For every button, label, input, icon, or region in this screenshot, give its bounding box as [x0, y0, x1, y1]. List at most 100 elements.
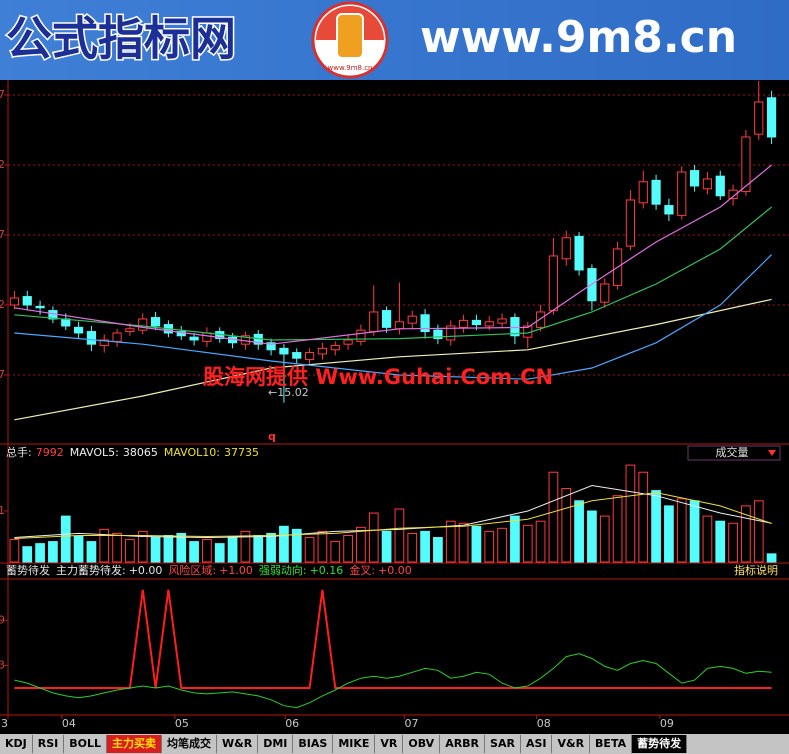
- moving-average: [14, 206, 772, 341]
- x-tick-label: 04: [62, 717, 76, 730]
- volume-bar: [715, 520, 726, 563]
- tab[interactable]: W&R: [217, 735, 259, 753]
- candle-body: [343, 339, 353, 345]
- x-tick-label: 3: [1, 717, 8, 730]
- moving-average: [14, 298, 772, 421]
- logo-emblem: [336, 13, 364, 59]
- volume-bar: [407, 532, 418, 563]
- tab[interactable]: 蓄势待发: [632, 735, 688, 753]
- candle-body: [73, 326, 84, 334]
- tab[interactable]: DMI: [258, 735, 294, 753]
- x-tick-label: 08: [537, 717, 551, 730]
- volume-bar: [279, 525, 289, 563]
- candle-body: [497, 318, 507, 324]
- tab[interactable]: ARBR: [440, 735, 486, 753]
- tab[interactable]: BIAS: [293, 735, 334, 753]
- plot-background: [0, 80, 789, 734]
- candle-body: [535, 311, 546, 328]
- volume-bar: [676, 498, 687, 563]
- candle-body: [638, 181, 648, 204]
- tab[interactable]: OBV: [403, 735, 441, 753]
- volume-bar: [522, 524, 533, 563]
- volume-bar: [368, 512, 379, 563]
- tab[interactable]: VR: [375, 735, 404, 753]
- candle-body: [754, 101, 764, 135]
- selector-box[interactable]: [687, 445, 781, 461]
- volume-bar: [741, 505, 751, 563]
- volume-bar: [304, 537, 315, 563]
- tab[interactable]: BETA: [590, 735, 633, 753]
- tab[interactable]: MIKE: [333, 735, 376, 753]
- volume-bar: [574, 500, 584, 563]
- volume-bar: [484, 530, 495, 563]
- plot-area: 7 2 7 2 7 1 9 3 3 04 05 06 07 08 09 ←15.02 q 总手: 7992 MAVOL…: [0, 80, 789, 734]
- readout-name: 主力蓄势待发:: [56, 563, 126, 577]
- candle-body: [433, 329, 443, 340]
- volume-bar: [535, 520, 546, 563]
- volume-bar: [664, 505, 674, 563]
- tab[interactable]: RSI: [33, 735, 65, 753]
- tab[interactable]: V&R: [552, 735, 591, 753]
- tab[interactable]: ASI: [521, 735, 553, 753]
- y-tick-label: 7: [0, 368, 5, 381]
- indicator-tabs: KDJ RSI BOLL 主力买卖 均笔成交 W&R DMI BIAS MIKE VR OBV ARB…: [0, 734, 789, 754]
- volume-bar: [176, 532, 187, 563]
- y-tick-label: 3: [0, 658, 5, 671]
- volume-bar: [471, 525, 482, 563]
- volume-bar: [381, 530, 392, 563]
- volume-bar: [330, 541, 341, 563]
- legend-value: 38065: [123, 446, 158, 459]
- candle-body: [664, 205, 674, 215]
- y-tick-label: 7: [0, 228, 5, 241]
- tab[interactable]: 均笔成交: [162, 735, 218, 753]
- candle-body: [510, 317, 520, 337]
- readout-name: 风险区域:: [168, 563, 216, 577]
- volume-bar: [291, 528, 302, 563]
- volume-average: [14, 492, 772, 539]
- volume-bar: [651, 490, 661, 563]
- x-tick-label: 06: [285, 717, 299, 730]
- candle-body: [112, 332, 122, 342]
- candle-body: [741, 136, 751, 193]
- volume-bar: [189, 541, 199, 563]
- candle-body: [304, 352, 315, 361]
- volume-bar: [35, 543, 45, 563]
- candle-body: [202, 332, 212, 342]
- volume-bar: [266, 532, 276, 563]
- readout-value: +1.00: [219, 564, 253, 577]
- candle-body: [330, 345, 340, 351]
- banner: [0, 0, 789, 80]
- volume-bar: [766, 553, 777, 563]
- volume-bar: [60, 515, 71, 563]
- candle-body: [484, 321, 494, 327]
- tab[interactable]: BOLL: [64, 735, 108, 753]
- selector-arrow: [768, 450, 776, 456]
- readout-value: +0.00: [378, 564, 412, 577]
- tab[interactable]: SAR: [485, 735, 521, 753]
- candle-body: [574, 235, 584, 271]
- selector-text: 成交量: [716, 445, 749, 459]
- tab[interactable]: KDJ: [0, 735, 33, 753]
- readout-value: +0.00: [129, 564, 163, 577]
- volume-bar: [497, 527, 507, 563]
- y-tick-label: 1: [0, 504, 5, 517]
- indicator-title: 蓄势待发: [6, 563, 50, 577]
- x-tick-label: 09: [660, 717, 674, 730]
- candle-body: [625, 199, 636, 247]
- volume-bar: [356, 526, 366, 563]
- volume-readout: 总手: 7992 MAVOL5: 38065 MAVOL10: 37735: [6, 445, 259, 459]
- volume-bar: [343, 534, 353, 563]
- candle-body: [292, 352, 302, 359]
- indicator-help[interactable]: 指标说明: [734, 563, 778, 577]
- volume-bar: [112, 532, 122, 563]
- volume-bar: [561, 488, 572, 563]
- site-url: www.9m8.cn: [420, 12, 737, 63]
- candle-body: [150, 317, 161, 327]
- volume-bar: [48, 541, 58, 563]
- volume-bar: [125, 539, 135, 563]
- volume-bar: [728, 522, 738, 563]
- tab[interactable]: 主力买卖: [107, 735, 163, 753]
- volume-bar: [702, 515, 713, 563]
- candle-body: [702, 178, 713, 190]
- candle-body: [279, 347, 289, 355]
